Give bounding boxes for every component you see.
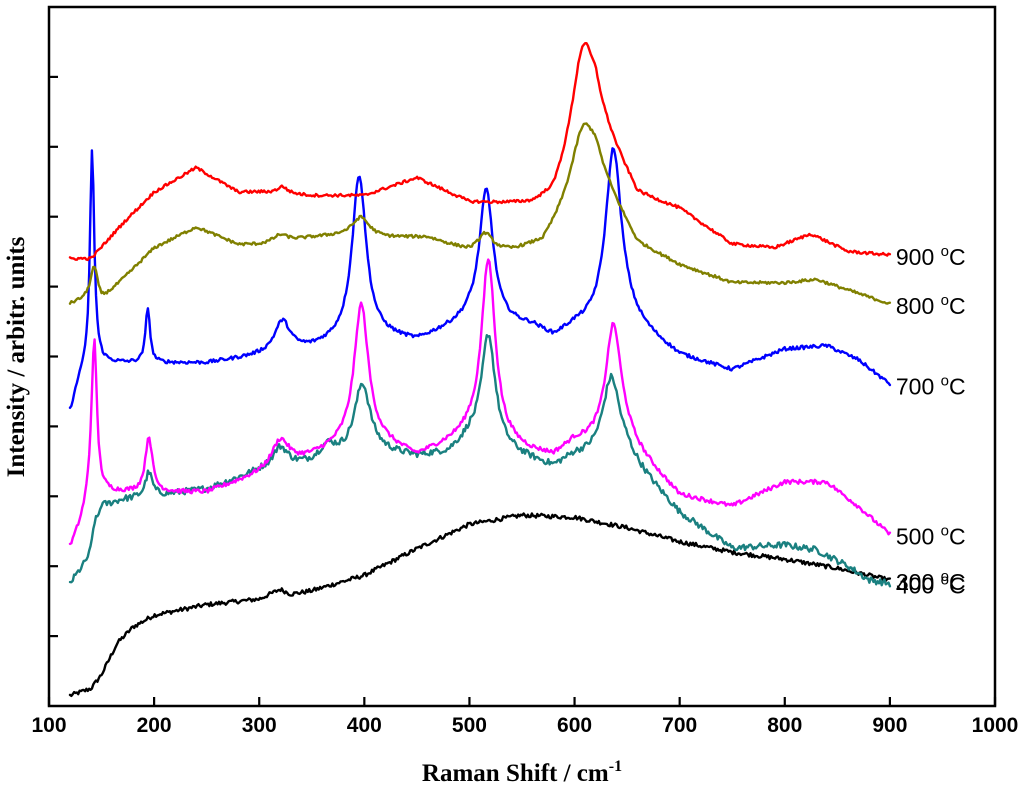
- x-tick-label: 600: [557, 714, 592, 737]
- series-label-4: 800 oC: [896, 292, 966, 319]
- x-tick-label: 300: [242, 714, 277, 737]
- x-tick-label: 700: [662, 714, 697, 737]
- series-label-unit: C: [949, 244, 966, 270]
- series-label-unit: C: [949, 293, 966, 319]
- series-line-4: [68, 122, 892, 305]
- x-tick-label: 500: [452, 714, 487, 737]
- series-label-unit: C: [949, 524, 966, 550]
- series-label-3: 700 oC: [896, 372, 966, 399]
- series-label-value: 400: [896, 573, 941, 599]
- series-line-3: [68, 147, 892, 409]
- series-label-2: 500 oC: [896, 523, 966, 550]
- x-tick-label: 100: [31, 714, 66, 737]
- series-line-0: [68, 512, 892, 698]
- series-label-value: 500: [896, 524, 941, 550]
- x-tick-label: 200: [137, 714, 172, 737]
- x-tick-label: 400: [347, 714, 382, 737]
- x-tick-label: 900: [872, 714, 907, 737]
- series-label-value: 900: [896, 244, 941, 270]
- x-tick-label: 800: [767, 714, 802, 737]
- series-lines: [68, 42, 892, 698]
- series-label-value: 300: [896, 569, 941, 595]
- y-axis-title: Intensity / arbitr. units: [3, 236, 30, 477]
- x-tick-label: 1000: [972, 714, 1019, 737]
- series-label-value: 800: [896, 293, 941, 319]
- x-axis-title-sup: -1: [609, 758, 622, 775]
- series-label-degree: o: [941, 243, 949, 260]
- x-axis-title-main: Raman Shift / cm: [422, 760, 609, 787]
- series-line-5: [68, 42, 892, 262]
- series-line-2: [68, 258, 892, 546]
- series-label-unit: C: [949, 569, 966, 595]
- series-label-0: 300 oC: [896, 568, 966, 595]
- series-label-degree: o: [941, 568, 949, 585]
- series-label-value: 700: [896, 373, 941, 399]
- series-label-5: 900 oC: [896, 243, 966, 270]
- series-label-degree: o: [941, 523, 949, 540]
- series-label-degree: o: [941, 372, 949, 389]
- series-label-degree: o: [941, 572, 949, 589]
- series-label-unit: C: [949, 573, 966, 599]
- series-line-1: [68, 334, 892, 588]
- series-label-1: 400 oC: [896, 572, 966, 599]
- axis-ticks: 100 200 300 400 500 600 700 800 900 1000: [31, 75, 1019, 737]
- x-axis-title: Raman Shift / cm-1: [422, 758, 622, 787]
- series-label-unit: C: [949, 373, 966, 399]
- series-label-degree: o: [941, 292, 949, 309]
